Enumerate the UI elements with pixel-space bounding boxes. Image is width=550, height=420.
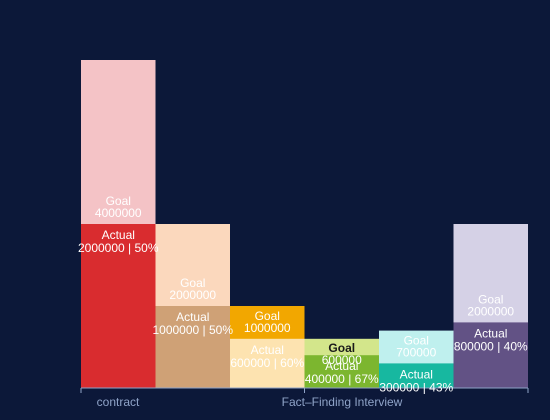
actual-value-label: 400000 | 67% — [305, 372, 379, 386]
goal-label: Goal — [106, 194, 131, 208]
goal-value-label: 700000 — [396, 345, 436, 359]
goal-label: Goal — [404, 333, 429, 347]
x-axis-ticks: contract Fact–Finding Interview — [80, 388, 529, 409]
goal-value-label: 2000000 — [169, 288, 216, 302]
actual-label: Actual — [474, 326, 507, 340]
actual-label: Actual — [102, 228, 135, 242]
goal-label: Goal — [328, 341, 355, 355]
actual-value-label: 2000000 | 50% — [78, 241, 159, 255]
goal-label: Goal — [180, 276, 205, 290]
goal-label: Goal — [478, 292, 503, 306]
bar-group — [81, 60, 528, 388]
actual-label: Actual — [325, 359, 358, 373]
x-tick-label: Fact–Finding Interview — [282, 395, 403, 409]
actual-value-label: 300000 | 43% — [379, 380, 453, 394]
actual-bar — [230, 338, 305, 388]
actual-bar — [304, 355, 379, 388]
goal-value-label: 1000000 — [244, 321, 291, 335]
actual-value-label: 1000000 | 50% — [152, 323, 233, 337]
goal-value-label: 600000 — [322, 353, 362, 367]
actual-label: Actual — [176, 310, 209, 324]
goal-label: Goal — [255, 309, 280, 323]
goal-value-label: 4000000 — [95, 206, 142, 220]
actual-label: Actual — [400, 367, 433, 381]
goal-value-label: 2000000 — [467, 304, 514, 318]
x-tick-label: contract — [97, 395, 140, 409]
actual-bar — [453, 322, 528, 388]
actual-value-label: 800000 | 40% — [454, 339, 528, 353]
actual-value-label: 600000 | 60% — [230, 356, 304, 370]
actual-bar — [379, 363, 454, 388]
actual-bar — [81, 224, 156, 388]
actual-bar — [155, 306, 230, 388]
actual-label: Actual — [251, 343, 284, 357]
